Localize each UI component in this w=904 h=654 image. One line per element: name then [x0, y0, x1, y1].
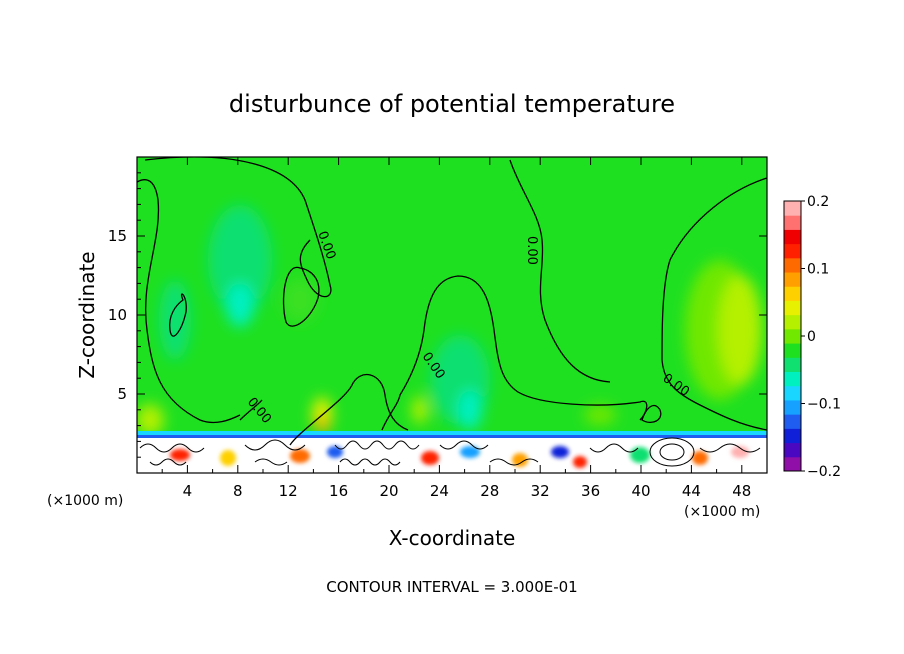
- x-tick-label: 36: [581, 482, 600, 500]
- chart-title: disturbunce of potential temperature: [229, 90, 675, 118]
- colorbar-swatch: [784, 286, 801, 301]
- x-tick-label: 48: [732, 482, 751, 500]
- x-unit-right: (×1000 m): [684, 504, 760, 520]
- colorbar-swatch: [784, 272, 801, 287]
- colorbar-swatch: [784, 215, 801, 230]
- colorbar-swatch: [784, 314, 801, 330]
- plot-area: 0.00 0.00 0.00 0.00 0.00: [137, 157, 767, 473]
- colorbar: [783, 200, 802, 472]
- contour-label-2: 0.00: [524, 236, 539, 265]
- colorbar-swatch: [784, 328, 801, 344]
- zero-contours: [137, 157, 767, 446]
- colorbar-swatch: [784, 385, 801, 401]
- y-tick-label: 15: [108, 227, 127, 245]
- colorbar-tick-label: 0.2: [807, 194, 829, 210]
- colorbar-swatch: [784, 414, 801, 429]
- colorbar-swatch: [784, 201, 801, 216]
- x-unit-left: (×1000 m): [47, 493, 123, 509]
- y-tick-label: 10: [108, 306, 127, 324]
- x-tick-label: 32: [531, 482, 550, 500]
- y-tick-label: 5: [117, 385, 127, 403]
- colorbar-swatch: [784, 229, 801, 245]
- x-tick-label: 40: [631, 482, 650, 500]
- colorbar-swatch: [784, 399, 801, 415]
- x-tick-label: 44: [682, 482, 701, 500]
- colorbar-tick-label: −0.2: [807, 464, 841, 480]
- colorbar-swatch: [784, 371, 801, 387]
- colorbar-swatch: [784, 300, 801, 316]
- colorbar-swatch: [784, 442, 801, 458]
- y-axis-ticks: 5 10 15: [108, 172, 767, 458]
- x-tick-label: 20: [379, 482, 398, 500]
- colorbar-swatch: [784, 428, 801, 444]
- colorbar-ticks: 0.2 0.1 0 −0.1 −0.2: [801, 194, 841, 480]
- colorbar-tick-label: 0: [807, 329, 816, 345]
- x-tick-label: 4: [183, 482, 193, 500]
- contour-interval-note: CONTOUR INTERVAL = 3.000E-01: [326, 578, 577, 596]
- colorbar-swatch: [784, 243, 801, 259]
- colorbar-tick-label: −0.1: [807, 397, 841, 413]
- surface-layer: [137, 431, 767, 473]
- colorbar-swatch: [784, 343, 801, 358]
- x-tick-label: 16: [329, 482, 348, 500]
- colorbar-swatch: [784, 357, 801, 373]
- x-tick-label: 8: [233, 482, 243, 500]
- x-axis-ticks: 4 8 12 16 20 24 28 32 36 40 44 48: [161, 157, 751, 500]
- colorbar-swatch: [784, 456, 801, 472]
- x-tick-label: 28: [480, 482, 499, 500]
- field-shading: [137, 205, 762, 436]
- x-tick-label: 24: [430, 482, 449, 500]
- colorbar-tick-label: 0.1: [807, 262, 829, 278]
- x-axis-label: X-coordinate: [389, 526, 516, 550]
- y-axis-label: Z-coordinate: [75, 251, 99, 378]
- colorbar-swatch: [784, 257, 801, 273]
- x-tick-label: 12: [279, 482, 298, 500]
